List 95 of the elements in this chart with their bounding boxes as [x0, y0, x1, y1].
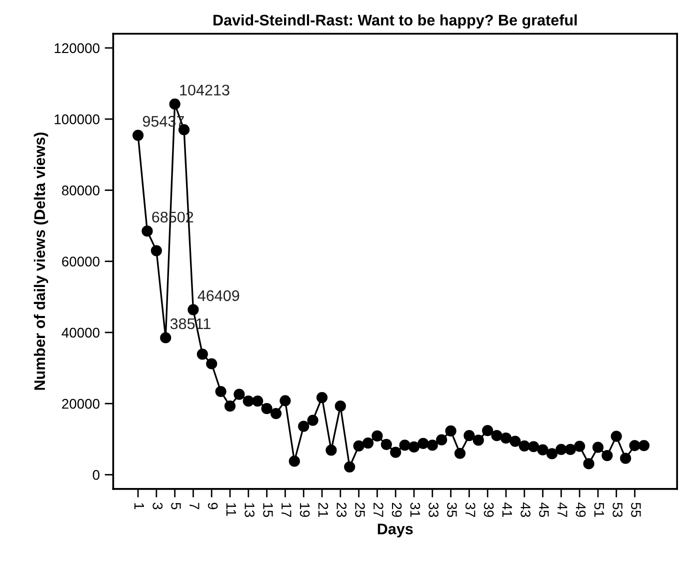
x-tick-label: 35: [447, 502, 457, 517]
point: [592, 442, 604, 453]
x-tick-label: 37: [465, 502, 476, 517]
point: [215, 386, 226, 398]
point: [261, 403, 272, 414]
point: [196, 348, 208, 360]
x-tick-label: 11: [226, 503, 236, 516]
point: [280, 395, 291, 406]
point: [472, 434, 484, 446]
x-axis-title: Days: [378, 524, 413, 538]
point: [629, 440, 640, 452]
point: [528, 441, 540, 452]
x-tick-label: 25: [355, 502, 365, 517]
point: [224, 400, 236, 412]
y-tick-label: 0: [92, 470, 100, 480]
point: [445, 425, 456, 437]
point: [334, 400, 346, 412]
point: [510, 436, 521, 447]
point: [242, 396, 254, 407]
x-tick-label: 3: [152, 502, 163, 510]
point: [426, 440, 438, 451]
x-tick-label: 43: [520, 502, 530, 517]
x-tick-label: 47: [558, 502, 568, 517]
x-tick-label: 9: [208, 502, 218, 510]
data-label: 46409: [198, 290, 240, 302]
point: [142, 226, 153, 237]
point: [372, 430, 383, 442]
point: [602, 450, 613, 462]
point: [454, 448, 466, 459]
point: [408, 441, 420, 453]
point: [620, 452, 632, 464]
data-label: 104213: [180, 84, 230, 96]
point: [344, 461, 356, 472]
point: [169, 98, 180, 110]
point: [288, 456, 300, 467]
point: [150, 245, 162, 256]
x-tick-label: 5: [171, 502, 181, 510]
x-tick-label: 7: [190, 502, 200, 510]
point: [380, 438, 392, 450]
y-tick-label: 80000: [62, 186, 100, 196]
point: [500, 432, 512, 444]
point: [132, 130, 144, 141]
point: [556, 444, 567, 456]
x-tick-label: 53: [612, 502, 622, 517]
point: [362, 438, 374, 449]
point: [252, 396, 264, 407]
point: [206, 358, 218, 370]
point: [436, 434, 448, 446]
point: [574, 440, 586, 452]
x-tick-label: 51: [594, 502, 604, 517]
x-tick-label: 19: [300, 503, 310, 517]
x-tick-label: 21: [318, 502, 328, 517]
point: [583, 458, 594, 470]
point: [188, 304, 199, 316]
point: [160, 332, 172, 344]
y-tick-label: 20000: [62, 398, 100, 409]
x-tick-label: 39: [484, 502, 494, 517]
point: [316, 392, 328, 404]
x-tick-label: 29: [392, 502, 402, 517]
y-tick-label: 60000: [62, 256, 100, 266]
point: [537, 444, 548, 456]
x-tick-label: 41: [502, 502, 512, 517]
point: [353, 440, 364, 452]
chart-title: David-Steindl-Rast: Want to be happy? Be grateful: [214, 14, 577, 29]
point: [546, 448, 558, 460]
x-tick-label: 55: [631, 502, 641, 517]
point: [518, 440, 530, 452]
y-tick-label: 120000: [54, 43, 100, 54]
y-tick-label: 40000: [62, 328, 100, 338]
point: [638, 440, 650, 452]
x-tick-label: 45: [539, 502, 549, 517]
x-tick-label: 23: [336, 502, 347, 517]
point: [234, 388, 245, 400]
point: [307, 414, 318, 426]
point: [298, 420, 310, 432]
y-tick-label: 100000: [54, 114, 100, 124]
point: [270, 408, 282, 420]
x-tick-label: 31: [410, 502, 420, 517]
point: [464, 430, 475, 442]
point: [491, 430, 502, 442]
x-tick-label: 33: [428, 502, 438, 517]
x-tick-label: 49: [576, 502, 586, 517]
y-axis-title: Number of daily views (Delta views): [34, 132, 48, 390]
point: [399, 440, 410, 451]
x-tick-label: 15: [263, 503, 273, 517]
point: [418, 438, 429, 449]
point: [482, 425, 494, 436]
x-tick-label: 17: [282, 503, 292, 517]
point: [610, 430, 622, 442]
point: [326, 444, 337, 456]
x-tick-label: 27: [374, 502, 384, 517]
x-tick-label: 1: [134, 503, 144, 510]
point: [390, 446, 402, 458]
x-tick-label: 13: [244, 503, 255, 517]
point: [564, 444, 576, 456]
